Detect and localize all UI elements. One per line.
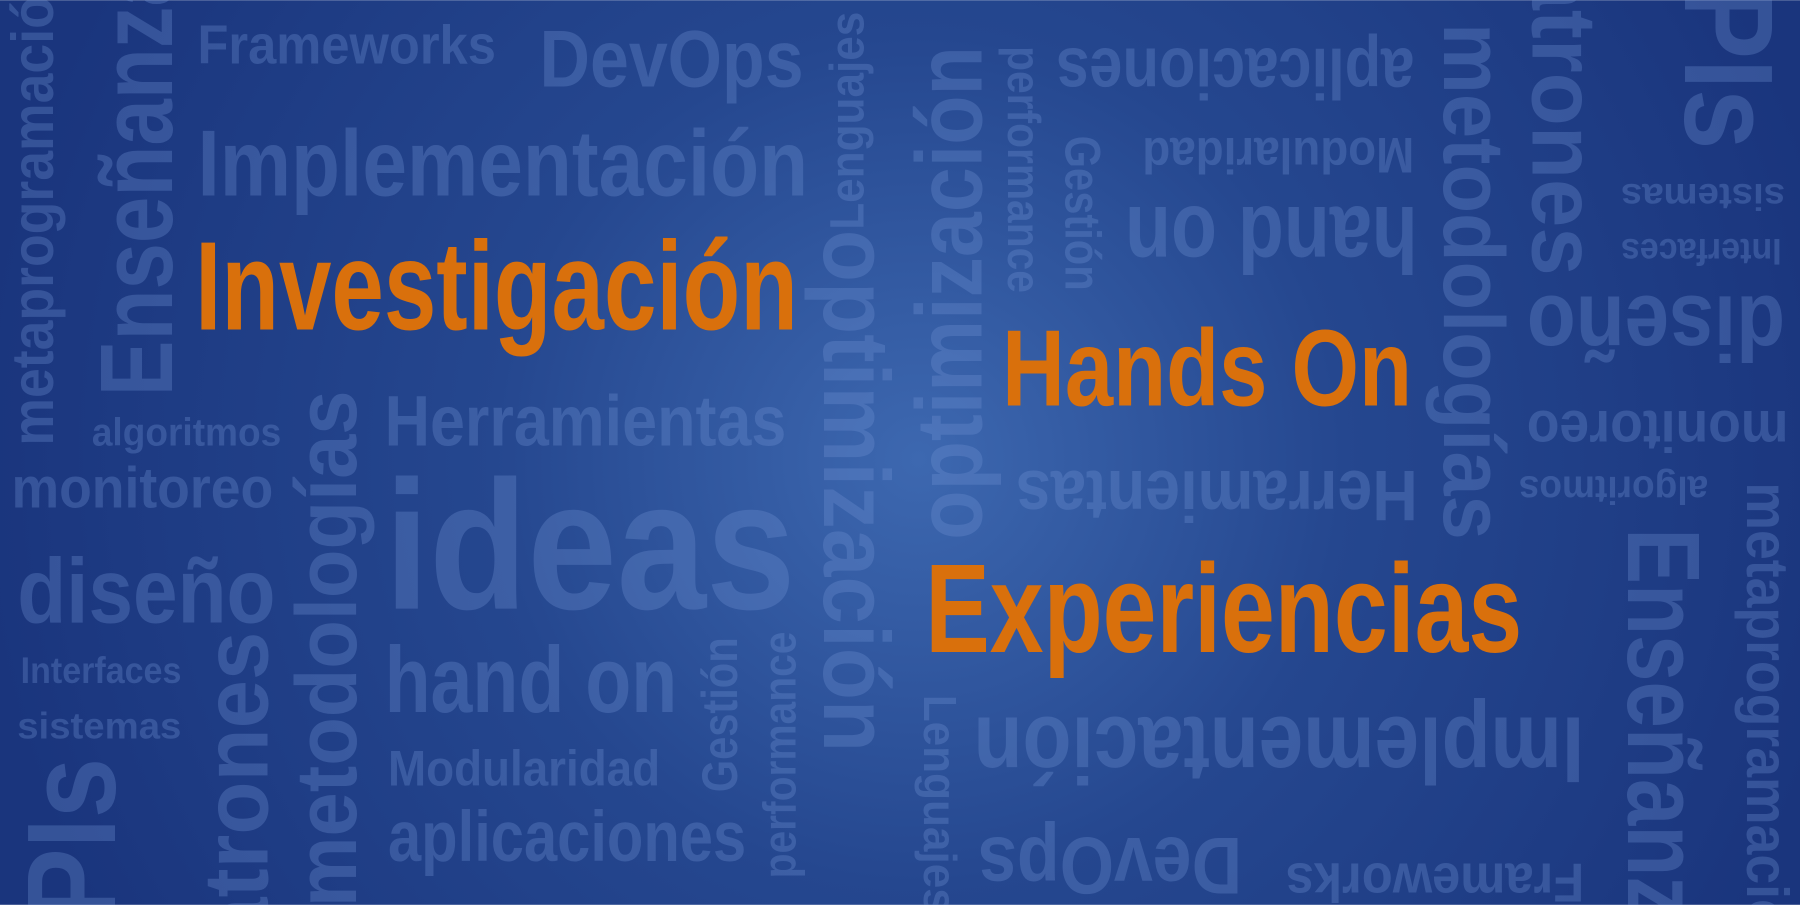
- background-word: Enseñanza: [78, 0, 194, 396]
- background-word: aplicaciones: [388, 798, 746, 877]
- background-word: APIs: [1, 758, 142, 905]
- background-word: Modularidad: [388, 739, 660, 796]
- background-word: ideas: [385, 443, 796, 648]
- background-word: hand on: [1125, 187, 1418, 292]
- background-word: DevOps: [540, 14, 804, 104]
- background-word: hand on: [385, 627, 678, 732]
- headline: Investigación: [195, 216, 798, 357]
- background-word: diseño: [17, 540, 275, 642]
- background-word: performance: [754, 632, 806, 879]
- background-word: optimización: [897, 46, 1002, 540]
- background-word: performance: [998, 46, 1050, 293]
- background-word: Interfaces: [21, 650, 182, 691]
- background-word: Lenguajes: [820, 12, 874, 230]
- background-word: Modularidad: [1142, 127, 1414, 184]
- background-word: Herramientas: [385, 383, 787, 462]
- background-word: Lenguajes: [914, 695, 966, 905]
- background-word: diseño: [1527, 276, 1785, 378]
- background-word: Gestión: [1054, 136, 1111, 291]
- background-word: Frameworks: [1286, 851, 1584, 905]
- headline: Experiencias: [925, 538, 1522, 679]
- background-word: Enseñanza: [1606, 528, 1722, 905]
- background-word: DevOps: [978, 820, 1242, 905]
- background-word: Frameworks: [197, 13, 495, 75]
- background-word: monitoreo: [1527, 398, 1789, 462]
- background-word: metaprogramación: [0, 0, 66, 446]
- background-word: algoritmos: [92, 412, 281, 455]
- background-word: Herramientas: [1016, 455, 1418, 534]
- background-word: patrones: [185, 632, 287, 905]
- background-word: metaprogramación: [1734, 482, 1800, 905]
- background-word: APIs: [1658, 0, 1799, 149]
- background-word: sistemas: [17, 705, 181, 746]
- headline: Hands On: [1002, 307, 1412, 429]
- background-word: algoritmos: [1519, 468, 1708, 511]
- background-word: monitoreo: [11, 457, 273, 521]
- background-word: Implementación: [973, 698, 1584, 803]
- background-word: Interfaces: [1621, 231, 1782, 272]
- background-word: optimización: [804, 230, 909, 752]
- background-word: Gestión: [691, 637, 748, 792]
- background-word: Implementación: [197, 110, 808, 215]
- background-word: metodologías: [1425, 23, 1521, 540]
- background-word: sistemas: [1621, 176, 1785, 217]
- background-word: aplicaciones: [1056, 32, 1414, 111]
- background-word: patrones: [1513, 0, 1615, 276]
- headlines: Investigación Hands On Experiencias: [195, 216, 1522, 680]
- background-word: metodologías: [279, 391, 375, 905]
